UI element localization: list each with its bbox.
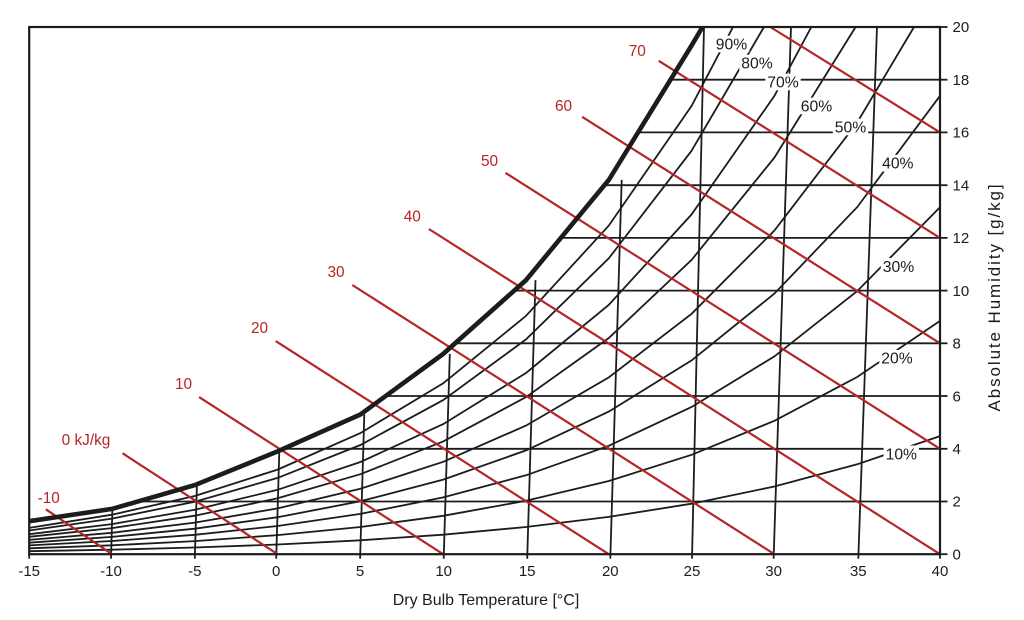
svg-text:-15: -15: [18, 563, 40, 580]
svg-text:0 kJ/kg: 0 kJ/kg: [62, 432, 111, 449]
svg-text:Absolute Humidity [g/kg]: Absolute Humidity [g/kg]: [985, 183, 1004, 412]
svg-text:40: 40: [932, 563, 949, 580]
svg-text:60%: 60%: [801, 99, 832, 116]
svg-text:50%: 50%: [835, 120, 866, 137]
svg-text:35: 35: [850, 563, 867, 580]
svg-text:0: 0: [272, 563, 280, 580]
svg-text:-10: -10: [38, 490, 60, 507]
svg-text:20%: 20%: [881, 351, 912, 368]
svg-text:30%: 30%: [883, 259, 914, 276]
svg-text:5: 5: [356, 563, 364, 580]
svg-text:6: 6: [953, 388, 961, 405]
svg-text:30: 30: [765, 563, 782, 580]
svg-text:10: 10: [435, 563, 452, 580]
svg-text:8: 8: [953, 336, 961, 353]
svg-text:80%: 80%: [741, 56, 772, 73]
svg-text:18: 18: [953, 72, 970, 89]
svg-text:10: 10: [953, 283, 970, 300]
svg-text:90%: 90%: [716, 37, 747, 54]
svg-text:10%: 10%: [886, 446, 917, 463]
svg-text:30: 30: [327, 264, 344, 281]
svg-text:40%: 40%: [882, 156, 913, 173]
svg-text:10: 10: [175, 376, 192, 393]
svg-text:4: 4: [953, 441, 961, 458]
svg-text:70: 70: [629, 43, 646, 60]
svg-text:20: 20: [953, 19, 970, 36]
svg-text:16: 16: [953, 125, 970, 142]
svg-text:Dry Bulb Temperature [°C]: Dry Bulb Temperature [°C]: [393, 592, 580, 609]
svg-text:-10: -10: [100, 563, 122, 580]
svg-text:12: 12: [953, 230, 970, 247]
svg-text:20: 20: [602, 563, 619, 580]
svg-text:40: 40: [404, 209, 421, 226]
svg-text:0: 0: [953, 547, 961, 564]
svg-text:70%: 70%: [767, 75, 798, 92]
svg-text:15: 15: [519, 563, 536, 580]
svg-text:2: 2: [953, 494, 961, 511]
svg-text:60: 60: [555, 98, 572, 115]
svg-text:20: 20: [251, 320, 268, 337]
svg-text:50: 50: [481, 153, 498, 170]
svg-text:-5: -5: [188, 563, 201, 580]
svg-text:14: 14: [953, 177, 970, 194]
svg-text:25: 25: [684, 563, 701, 580]
